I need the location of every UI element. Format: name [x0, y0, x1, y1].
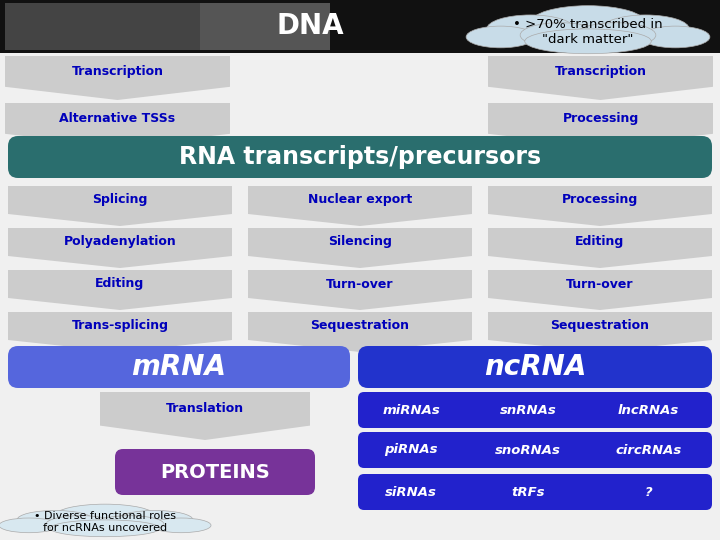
Polygon shape [8, 186, 232, 226]
FancyBboxPatch shape [8, 136, 712, 178]
FancyBboxPatch shape [8, 346, 350, 388]
Text: Turn-over: Turn-over [326, 278, 394, 291]
Text: • >70% transcribed in
"dark matter": • >70% transcribed in "dark matter" [513, 18, 663, 46]
Text: snoRNAs: snoRNAs [495, 443, 561, 456]
Bar [0, 0, 720, 53]
Ellipse shape [55, 504, 155, 527]
Text: Polyadenylation: Polyadenylation [63, 235, 176, 248]
Text: circRNAs: circRNAs [615, 443, 681, 456]
Ellipse shape [17, 510, 93, 529]
Polygon shape [8, 312, 232, 352]
Ellipse shape [46, 516, 116, 532]
Polygon shape [248, 312, 472, 352]
Ellipse shape [151, 518, 211, 532]
Text: ?: ? [644, 485, 652, 498]
Bar [5, 3, 200, 50]
Polygon shape [248, 186, 472, 226]
Polygon shape [488, 312, 712, 352]
Polygon shape [488, 228, 712, 268]
Text: Transcription: Transcription [71, 65, 163, 78]
Text: miRNAs: miRNAs [382, 403, 440, 416]
FancyBboxPatch shape [358, 432, 712, 468]
Polygon shape [5, 56, 230, 100]
FancyBboxPatch shape [115, 449, 315, 495]
Text: piRNAs: piRNAs [384, 443, 438, 456]
FancyBboxPatch shape [358, 346, 712, 388]
Ellipse shape [602, 15, 689, 43]
Ellipse shape [641, 26, 710, 48]
Text: Nuclear export: Nuclear export [308, 193, 412, 206]
Ellipse shape [531, 5, 646, 40]
Ellipse shape [94, 516, 164, 532]
Text: siRNAs: siRNAs [385, 485, 437, 498]
Text: • Diverse functional roles
for ncRNAs uncovered: • Diverse functional roles for ncRNAs un… [34, 511, 176, 533]
Text: Processing: Processing [562, 193, 638, 206]
Text: mRNA: mRNA [132, 353, 227, 381]
Text: Sequestration: Sequestration [551, 320, 649, 333]
Polygon shape [488, 56, 713, 100]
Polygon shape [8, 270, 232, 310]
Ellipse shape [50, 520, 160, 537]
Text: Editing: Editing [95, 278, 145, 291]
Polygon shape [248, 270, 472, 310]
Ellipse shape [0, 518, 59, 532]
Bar [200, 3, 330, 50]
Text: Alternative TSSs: Alternative TSSs [60, 112, 176, 125]
Ellipse shape [525, 29, 652, 53]
Text: Transcription: Transcription [554, 65, 647, 78]
Polygon shape [248, 228, 472, 268]
Text: Processing: Processing [562, 112, 639, 125]
FancyBboxPatch shape [358, 474, 712, 510]
Polygon shape [8, 228, 232, 268]
Ellipse shape [575, 23, 656, 48]
Text: ncRNA: ncRNA [484, 353, 586, 381]
Text: tRFs: tRFs [511, 485, 544, 498]
Text: lncRNAs: lncRNAs [618, 403, 679, 416]
Polygon shape [488, 186, 712, 226]
Text: snRNAs: snRNAs [500, 403, 557, 416]
Text: Silencing: Silencing [328, 235, 392, 248]
Text: Translation: Translation [166, 402, 244, 415]
Polygon shape [488, 270, 712, 310]
Ellipse shape [117, 510, 193, 529]
Ellipse shape [466, 26, 535, 48]
Text: Turn-over: Turn-over [566, 278, 634, 291]
Polygon shape [100, 392, 310, 440]
FancyBboxPatch shape [358, 392, 712, 428]
Text: RNA transcripts/precursors: RNA transcripts/precursors [179, 145, 541, 169]
Polygon shape [488, 103, 713, 147]
Text: Sequestration: Sequestration [310, 320, 410, 333]
Polygon shape [5, 103, 230, 147]
Text: Editing: Editing [575, 235, 625, 248]
Ellipse shape [520, 23, 600, 48]
Text: Trans-splicing: Trans-splicing [71, 320, 168, 333]
Text: Splicing: Splicing [92, 193, 148, 206]
Ellipse shape [487, 15, 575, 43]
Text: DNA: DNA [276, 12, 344, 40]
Text: PROTEINS: PROTEINS [160, 462, 270, 482]
